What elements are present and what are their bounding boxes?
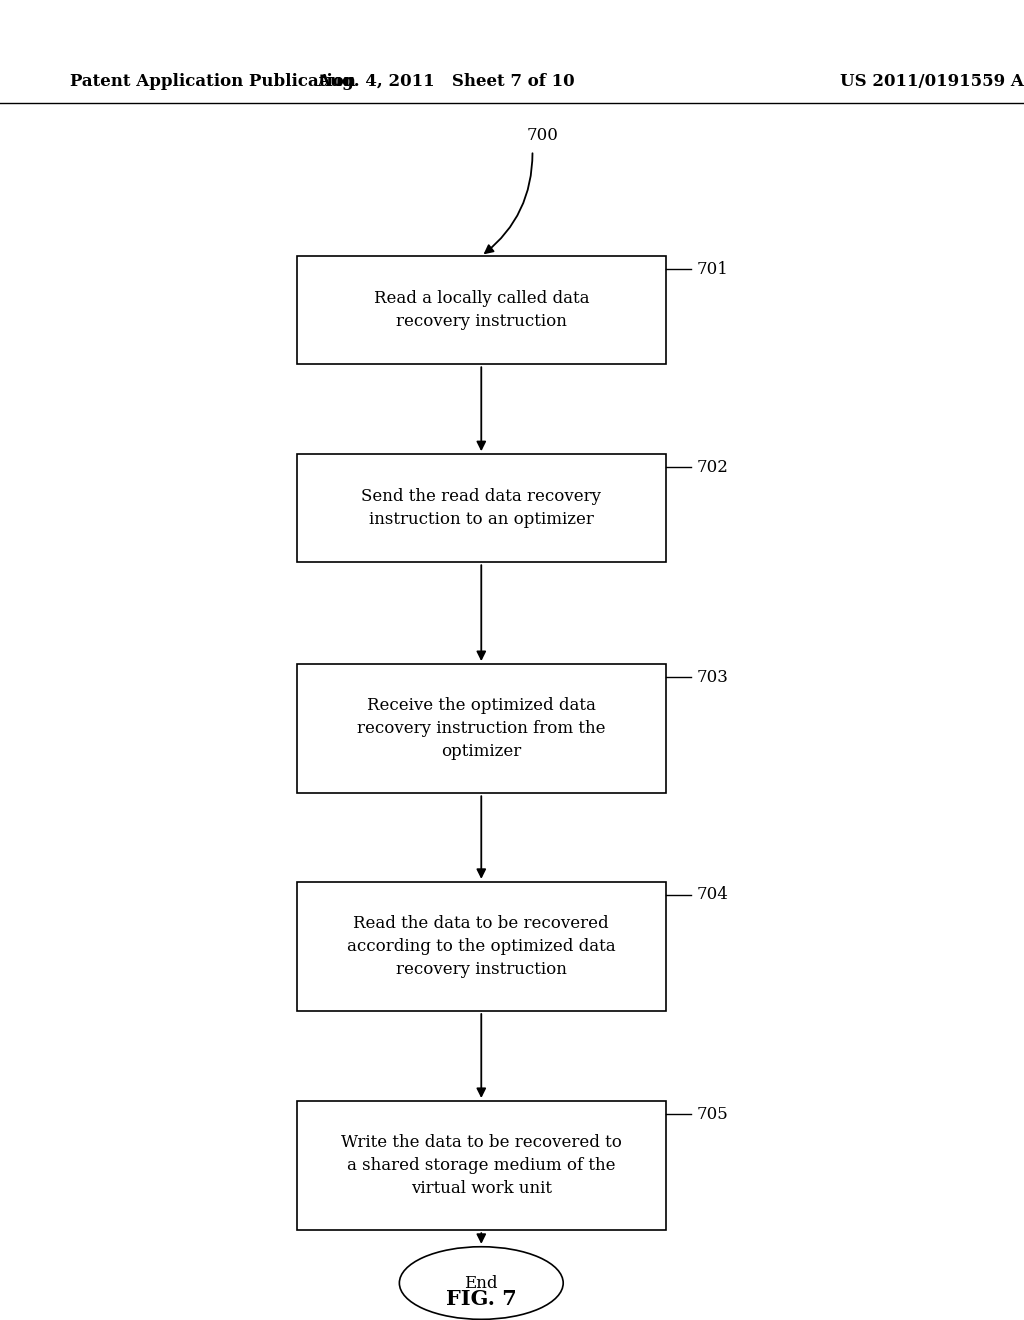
Bar [297,882,666,1011]
Text: FIG. 7: FIG. 7 [445,1290,517,1309]
Text: Write the data to be recovered to
a shared storage medium of the
virtual work un: Write the data to be recovered to a shar… [341,1134,622,1197]
Text: 705: 705 [696,1106,728,1122]
Bar [297,664,666,793]
Text: US 2011/0191559 A1: US 2011/0191559 A1 [840,74,1024,90]
Text: Patent Application Publication: Patent Application Publication [70,74,355,90]
Bar [297,454,666,562]
Text: Receive the optimized data
recovery instruction from the
optimizer: Receive the optimized data recovery inst… [357,697,605,760]
Text: 704: 704 [696,887,728,903]
Text: 703: 703 [696,669,728,685]
Text: Read the data to be recovered
according to the optimized data
recovery instructi: Read the data to be recovered according … [347,915,615,978]
Text: 700: 700 [526,127,559,144]
Text: Aug. 4, 2011   Sheet 7 of 10: Aug. 4, 2011 Sheet 7 of 10 [316,74,574,90]
Text: End: End [465,1275,498,1291]
Text: 701: 701 [696,261,728,277]
Bar [297,256,666,364]
Text: 702: 702 [696,459,728,475]
Ellipse shape [399,1246,563,1320]
Text: Send the read data recovery
instruction to an optimizer: Send the read data recovery instruction … [361,488,601,528]
Bar [297,1101,666,1230]
Text: Read a locally called data
recovery instruction: Read a locally called data recovery inst… [374,290,589,330]
